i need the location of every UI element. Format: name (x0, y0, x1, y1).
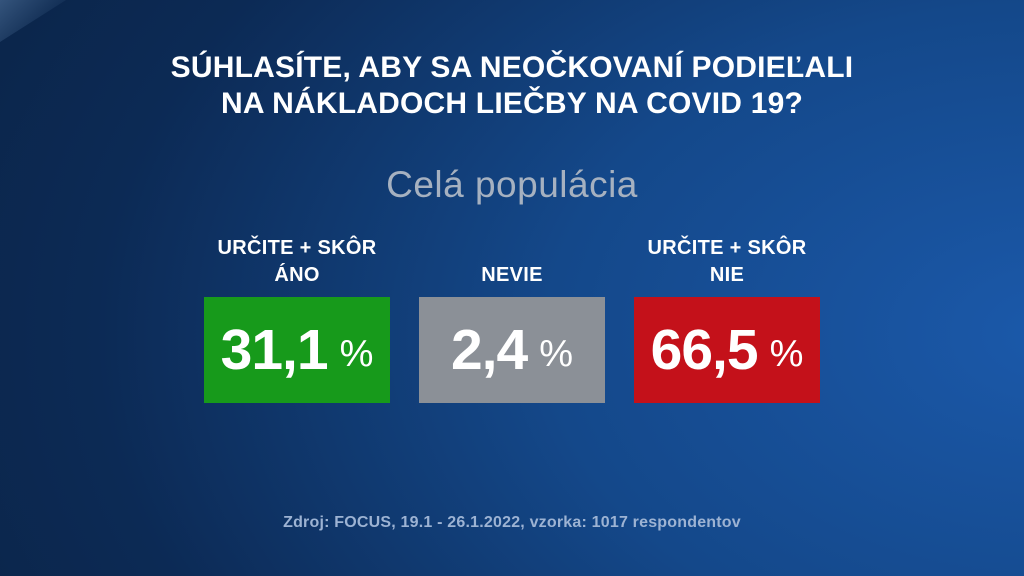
result-value-box-neutral: 2,4 % (419, 297, 605, 403)
result-value: 66,5 (650, 318, 759, 382)
result-value-box-disagree: 66,5 % (634, 297, 820, 403)
result-card-neutral: NEVIE 2,4 % (419, 235, 605, 403)
subtitle-population: Celá populácia (386, 164, 638, 205)
result-label-line2: NIE (709, 264, 745, 286)
corner-accent-shape (0, 0, 66, 42)
result-label-disagree: URČITE + SKÔR NIE (634, 235, 820, 289)
percent-sign: % (339, 332, 374, 375)
result-label-line1: NEVIE (481, 264, 543, 286)
result-value: 2,4 (450, 318, 528, 382)
result-label-line1: URČITE + SKÔR (217, 237, 377, 259)
source-note: Zdroj: FOCUS, 19.1 - 26.1.2022, vzorka: … (283, 514, 741, 531)
result-label-line1: URČITE + SKÔR (647, 237, 807, 259)
title-line-2: NA NÁKLADOCH LIEČBY NA COVID 19? (221, 87, 803, 120)
result-value-box-agree: 31,1 % (204, 297, 390, 403)
percent-sign: % (539, 332, 574, 375)
result-label-agree: URČITE + SKÔR ÁNO (204, 235, 390, 289)
percent-sign: % (769, 332, 804, 375)
result-card-agree: URČITE + SKÔR ÁNO 31,1 % (204, 235, 390, 403)
page-title: SÚHLASÍTE, ABY SA NEOČKOVANÍ PODIEĽALI N… (0, 50, 1024, 122)
title-line-1: SÚHLASÍTE, ABY SA NEOČKOVANÍ PODIEĽALI (170, 51, 854, 84)
result-label-line2: ÁNO (274, 264, 320, 286)
result-label-neutral: NEVIE (419, 235, 605, 289)
result-card-disagree: URČITE + SKÔR NIE 66,5 % (634, 235, 820, 403)
result-value: 31,1 (220, 318, 329, 382)
results-row: URČITE + SKÔR ÁNO 31,1 % NEVIE 2,4 % URČ… (0, 235, 1024, 403)
